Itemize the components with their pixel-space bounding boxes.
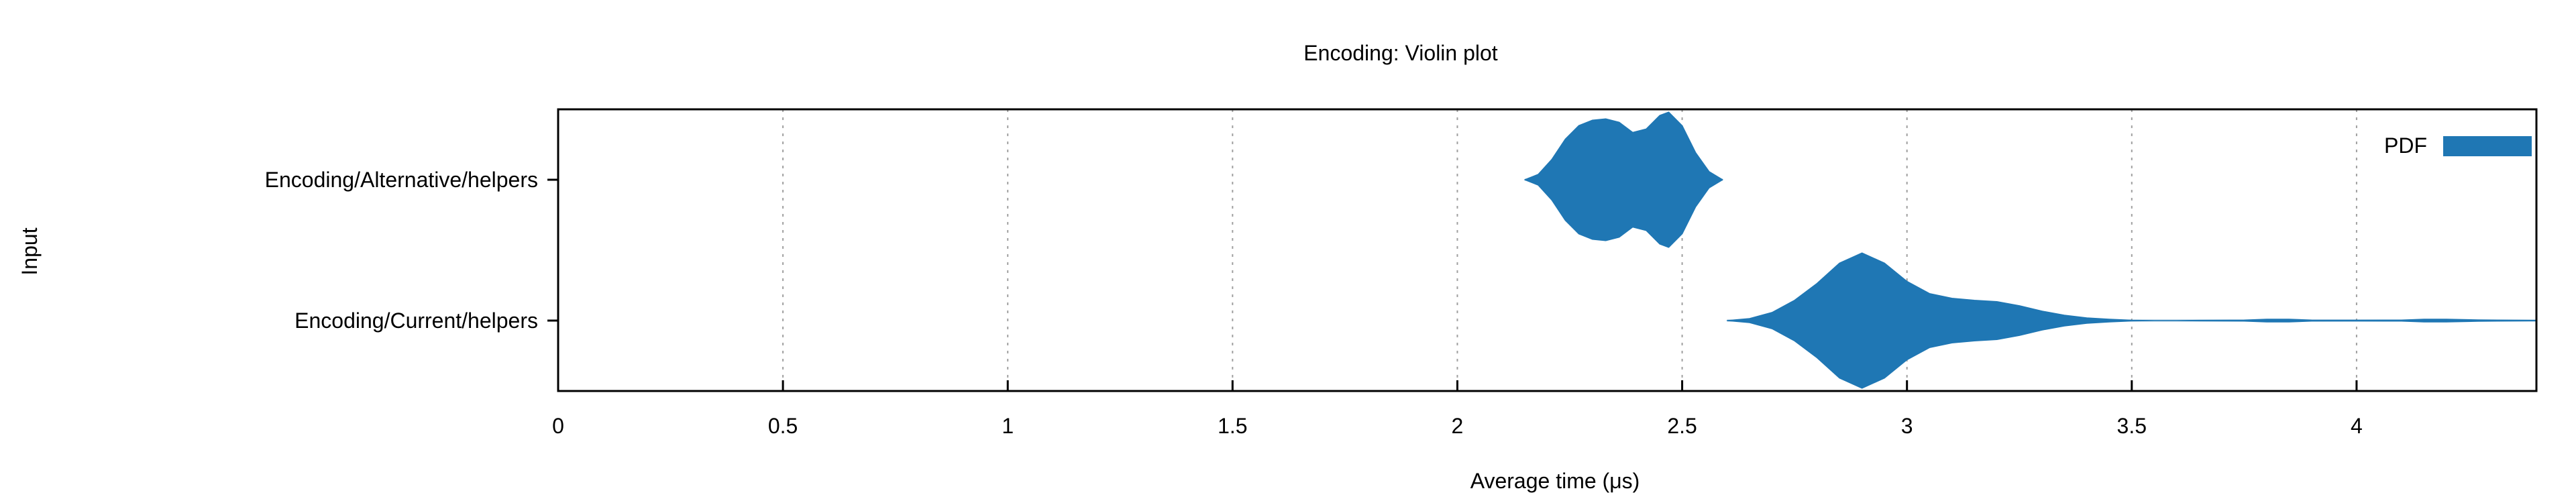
y-axis-label: Input xyxy=(17,227,42,275)
y-tick-label: Encoding/Alternative/helpers xyxy=(265,168,538,192)
plot-frame xyxy=(557,108,2538,392)
y-axis-ticks: Encoding/Alternative/helpers Encoding/Cur… xyxy=(265,168,558,333)
x-tick-label: 3.5 xyxy=(2117,414,2147,438)
x-tick-label: 0 xyxy=(552,414,564,438)
chart-title: Encoding: Violin plot xyxy=(1303,41,1498,65)
legend-label: PDF xyxy=(2384,133,2427,158)
y-tick-label: Encoding/Current/helpers xyxy=(294,309,538,333)
violins xyxy=(1524,111,2537,389)
legend: PDF xyxy=(2384,133,2532,158)
x-tick-label: 0.5 xyxy=(768,414,798,438)
x-tick-label: 2 xyxy=(1452,414,1464,438)
x-tick-label: 1.5 xyxy=(1218,414,1247,438)
x-axis-ticks: 0 0.5 1 1.5 2 2.5 3 3.5 4 xyxy=(552,380,2363,438)
violin-shape xyxy=(1524,111,1723,248)
x-tick-label: 4 xyxy=(2351,414,2363,438)
x-tick-label: 3 xyxy=(1901,414,1913,438)
legend-swatch xyxy=(2443,136,2532,156)
x-axis-label: Average time (μs) xyxy=(1470,469,1640,493)
x-tick-label: 2.5 xyxy=(1667,414,1697,438)
x-tick-label: 1 xyxy=(1002,414,1014,438)
